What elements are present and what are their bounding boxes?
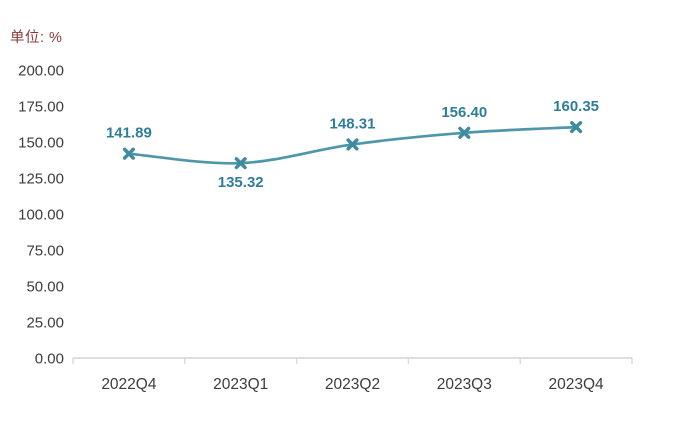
x-axis-category-label: 2023Q4 [549,376,605,393]
y-axis-tick-label: 150.00 [18,135,64,152]
data-point-marker [234,157,247,170]
y-axis-tick-label: 125.00 [18,171,64,188]
x-axis-category-label: 2023Q1 [213,376,268,393]
data-point-marker [570,121,583,134]
x-axis-category-label: 2022Q4 [101,376,157,393]
data-point-label: 135.32 [218,174,264,191]
y-axis-tick-label: 100.00 [18,207,64,224]
y-axis-tick-label: 50.00 [26,279,64,296]
y-axis-tick-label: 75.00 [26,243,64,260]
y-axis-tick-label: 200.00 [18,63,64,80]
y-axis-tick-label: 25.00 [26,315,64,332]
data-point-label: 160.35 [553,98,599,115]
data-point-marker [122,147,135,160]
data-point-label: 141.89 [106,125,152,142]
unit-label: 单位: % [10,30,63,46]
data-point-marker [346,138,359,151]
x-axis-category-label: 2023Q3 [437,376,492,393]
data-point-label: 148.31 [330,115,376,132]
y-axis-tick-label: 0.00 [35,351,64,368]
data-point-label: 156.40 [441,104,487,121]
x-axis-category-label: 2023Q2 [325,376,380,393]
data-point-marker [458,126,471,139]
y-axis-tick-label: 175.00 [18,99,64,116]
